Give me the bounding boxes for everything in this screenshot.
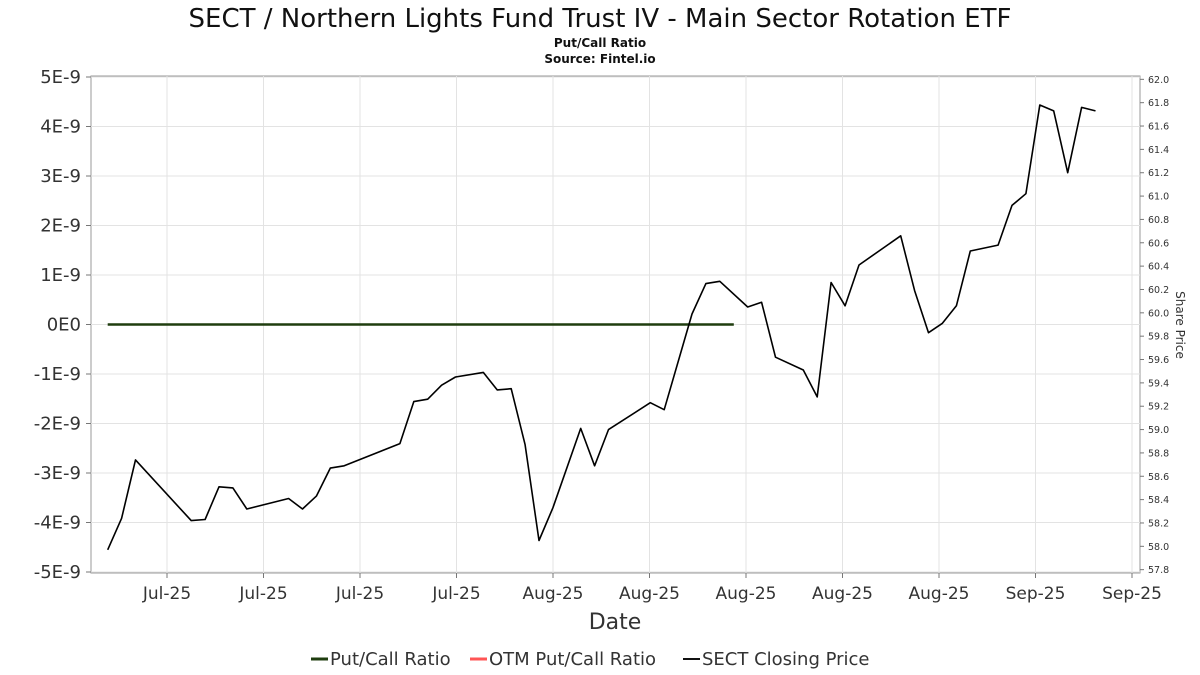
right-tick-label: 58.2: [1148, 518, 1169, 529]
left-tick-label: -1E-9: [34, 364, 81, 385]
right-axis: 62.0 61.8 61.6 61.4 61.2 61.0 60.8 60.6 60.4 60.2…: [1140, 75, 1169, 576]
grid-lines: [91, 76, 1140, 573]
chart-subtitle-metric: Put/Call Ratio: [554, 36, 646, 50]
x-tick-label: Jul-25: [431, 584, 480, 604]
right-tick-label: 59.2: [1148, 402, 1169, 413]
x-tick-label: Aug-25: [619, 584, 680, 604]
x-tick-label: Aug-25: [523, 584, 584, 604]
right-tick-label: 57.8: [1148, 565, 1169, 576]
legend: Put/Call Ratio OTM Put/Call Ratio SECT C…: [311, 649, 870, 670]
right-tick-label: 59.0: [1148, 425, 1169, 436]
right-tick-label: 61.0: [1148, 192, 1169, 203]
right-axis-label: Share Price: [1173, 291, 1187, 359]
right-tick-label: 61.8: [1148, 98, 1169, 109]
left-tick-label: 3E-9: [40, 166, 81, 187]
legend-label-otm-put-call-ratio: OTM Put/Call Ratio: [489, 649, 656, 670]
x-axis-label: Date: [589, 610, 642, 635]
left-tick-label: 1E-9: [40, 265, 81, 286]
legend-label-closing-price: SECT Closing Price: [702, 649, 870, 670]
left-tick-label: 2E-9: [40, 216, 81, 237]
right-tick-label: 62.0: [1148, 75, 1169, 86]
right-tick-label: 60.0: [1148, 308, 1169, 319]
left-tick-label: 5E-9: [40, 67, 81, 88]
right-tick-label: 60.6: [1148, 238, 1169, 249]
right-tick-label: 60.4: [1148, 262, 1169, 273]
right-tick-label: 60.8: [1148, 215, 1169, 226]
left-tick-label: 4E-9: [40, 117, 81, 138]
right-tick-label: 59.8: [1148, 332, 1169, 343]
x-tick-label: Aug-25: [909, 584, 970, 604]
x-tick-label: Jul-25: [238, 584, 287, 604]
right-tick-label: 58.8: [1148, 448, 1169, 459]
right-tick-label: 58.0: [1148, 542, 1169, 553]
right-tick-label: 60.2: [1148, 285, 1169, 296]
chart-subtitle-source: Source: Fintel.io: [544, 52, 655, 66]
left-axis: 5E-9 4E-9 3E-9 2E-9 1E-9 0E0 -1E-9 -2E-9 -3E-9 -4…: [34, 67, 91, 583]
left-tick-label: -2E-9: [34, 414, 81, 435]
x-tick-label: Jul-25: [335, 584, 384, 604]
right-tick-label: 58.4: [1148, 495, 1169, 506]
left-tick-label: -3E-9: [34, 463, 81, 484]
right-tick-label: 61.4: [1148, 145, 1169, 156]
left-tick-label: -4E-9: [34, 513, 81, 534]
series-line-sect-closing-price: [106, 104, 1096, 551]
right-tick-label: 59.6: [1148, 355, 1169, 366]
right-tick-label: 61.6: [1148, 122, 1169, 133]
series-layer: [106, 104, 1096, 551]
chart-title: SECT / Northern Lights Fund Trust IV - M…: [189, 4, 1012, 34]
right-tick-label: 61.2: [1148, 168, 1169, 179]
x-tick-label: Aug-25: [812, 584, 873, 604]
right-tick-label: 59.4: [1148, 378, 1169, 389]
x-axis: Jul-25 Jul-25 Jul-25 Jul-25 Aug-25 Aug-25 Aug-…: [142, 573, 1162, 604]
left-tick-label: -5E-9: [34, 562, 81, 583]
left-tick-label: 0E0: [47, 315, 81, 336]
legend-label-put-call-ratio: Put/Call Ratio: [330, 649, 451, 670]
right-tick-label: 58.6: [1148, 472, 1169, 483]
x-tick-label: Sep-25: [1006, 584, 1066, 604]
x-tick-label: Sep-25: [1102, 584, 1162, 604]
x-tick-label: Jul-25: [142, 584, 191, 604]
x-tick-label: Aug-25: [716, 584, 777, 604]
